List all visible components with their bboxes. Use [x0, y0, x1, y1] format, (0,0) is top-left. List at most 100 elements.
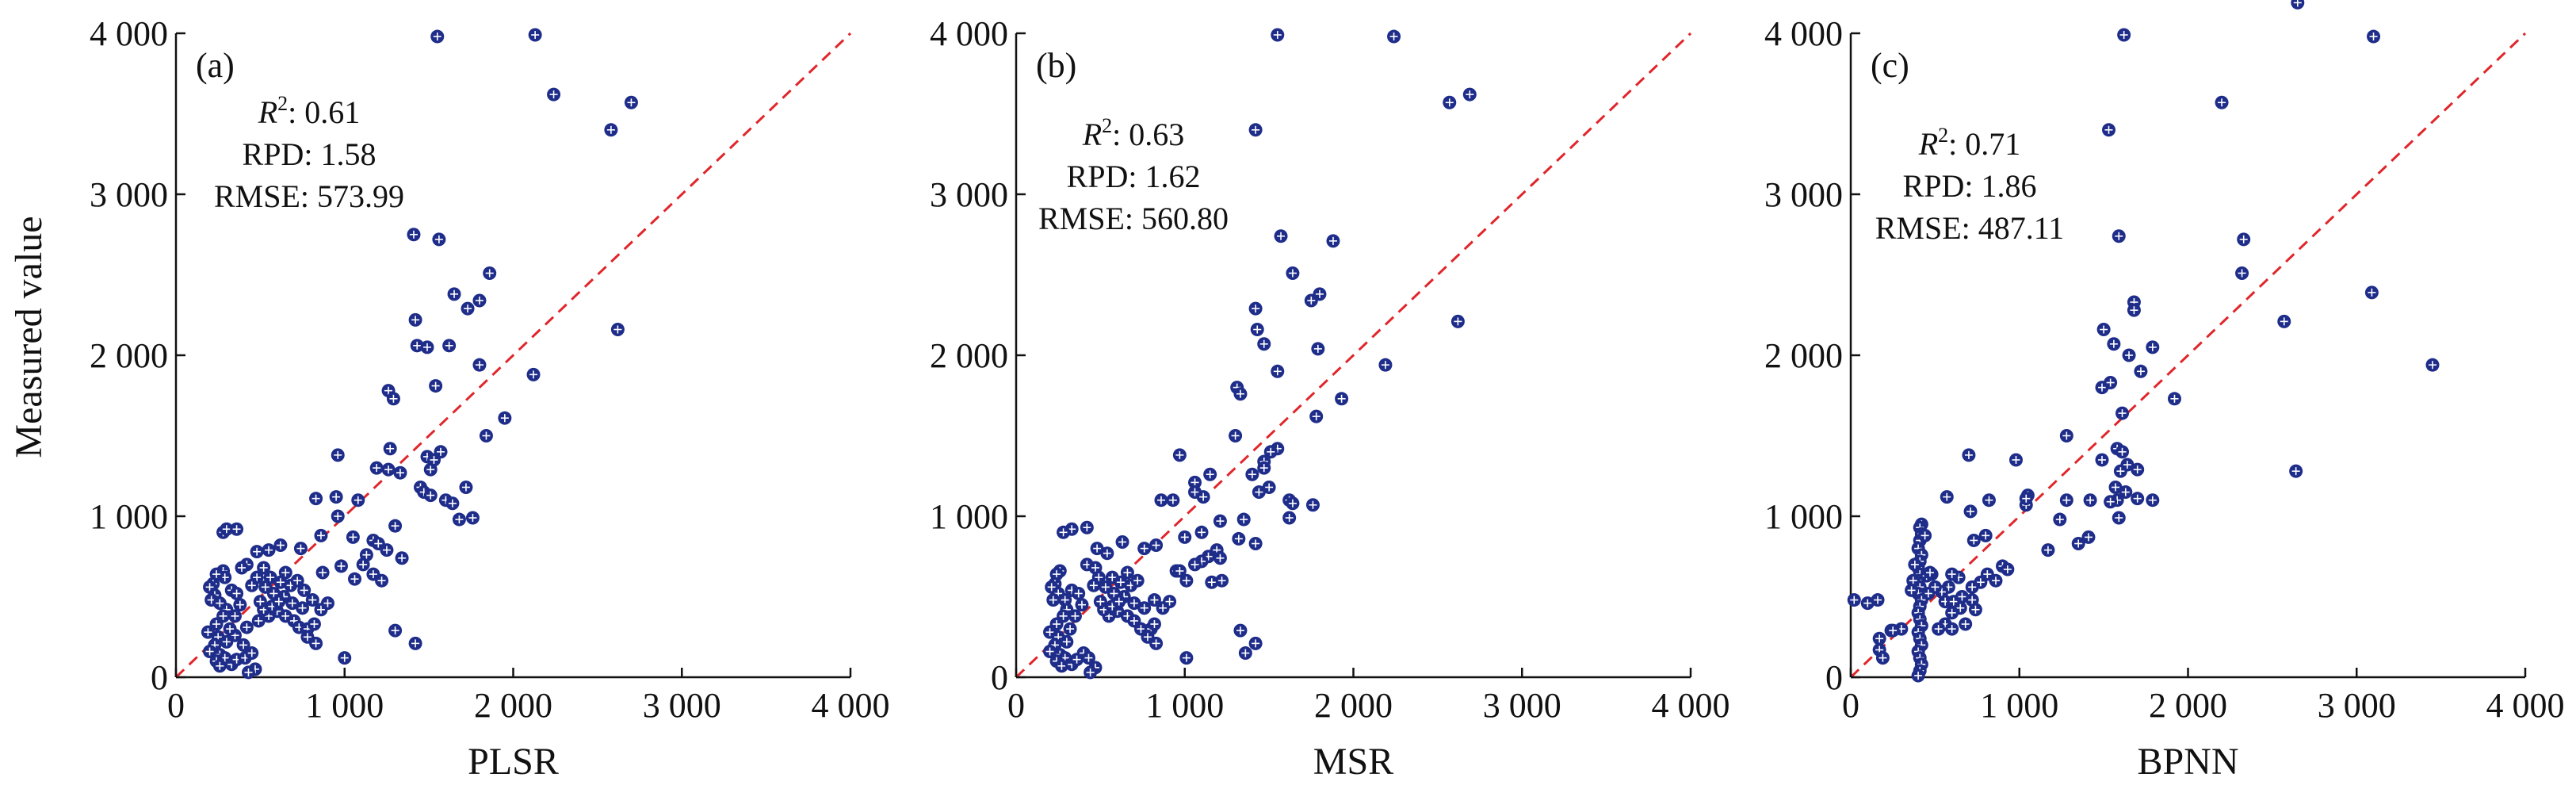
data-point — [1147, 617, 1161, 631]
data-point — [1179, 573, 1194, 588]
data-points — [1847, 0, 2440, 683]
data-point — [472, 293, 487, 308]
data-point — [2104, 495, 2118, 509]
data-point — [2237, 232, 2251, 247]
data-point — [2115, 406, 2130, 420]
data-point — [2131, 492, 2145, 506]
data-point — [1137, 542, 1152, 556]
data-point — [2107, 337, 2121, 351]
data-point — [290, 573, 304, 588]
data-point — [239, 620, 254, 634]
stat-rpd: RPD: 1.86 — [1903, 168, 2037, 204]
data-point — [314, 528, 328, 542]
data-point — [1968, 603, 1982, 617]
y-tick-label: 1 000 — [90, 497, 168, 536]
data-point — [1872, 631, 1886, 646]
data-point — [461, 301, 475, 316]
y-tick-label: 0 — [991, 658, 1008, 697]
data-point — [1238, 646, 1252, 661]
data-point — [251, 614, 266, 628]
data-point — [346, 530, 360, 544]
data-point — [309, 492, 323, 506]
data-point — [272, 595, 286, 609]
data-point — [1860, 596, 1875, 611]
data-point — [528, 28, 542, 42]
data-point — [351, 493, 365, 508]
data-point — [375, 573, 389, 588]
stat-rmse: RMSE: 573.99 — [214, 178, 404, 214]
data-point — [1245, 467, 1259, 481]
data-point — [1905, 583, 1919, 597]
data-point — [1262, 480, 1276, 494]
data-point — [253, 595, 267, 609]
data-point — [2146, 340, 2160, 354]
data-point — [1923, 565, 1937, 580]
stat-r2: R2: 0.61 — [258, 92, 361, 130]
data-point — [1149, 538, 1164, 553]
data-point — [1215, 573, 1229, 588]
data-point — [309, 636, 323, 650]
data-point — [1989, 573, 2003, 588]
y-axis-title: Measured value — [8, 216, 50, 458]
data-point — [2291, 0, 2305, 10]
panel-a: 0 1 000 2 000 3 000 4 000 0 1 000 2 000 … — [90, 14, 890, 783]
x-tick-label: 0 — [167, 686, 185, 725]
data-point — [334, 559, 348, 573]
reference-line — [1849, 32, 2527, 679]
data-point — [250, 545, 264, 559]
data-point — [1378, 358, 1393, 372]
data-point — [1450, 314, 1465, 328]
data-point — [393, 465, 407, 480]
stat-r2-value: : 0.71 — [1948, 126, 2020, 162]
data-point — [1178, 530, 1192, 544]
data-point — [297, 583, 311, 597]
data-point — [1172, 448, 1187, 462]
data-point — [547, 87, 561, 102]
data-point — [331, 448, 345, 462]
data-point — [465, 511, 480, 525]
data-point — [1443, 95, 1457, 109]
data-point — [1263, 445, 1278, 459]
data-point — [395, 551, 409, 565]
data-point — [230, 586, 244, 600]
y-tick-label: 2 000 — [930, 336, 1008, 375]
data-point — [1305, 498, 1320, 512]
data-point — [230, 522, 244, 536]
data-point — [1326, 234, 1340, 248]
x-tick-label: 2 000 — [1314, 686, 1393, 725]
data-point — [1188, 475, 1202, 489]
panel-label: (b) — [1036, 46, 1076, 85]
data-point — [1166, 493, 1180, 508]
x-tick-label: 3 000 — [2318, 686, 2396, 725]
data-point — [1271, 28, 1285, 42]
data-point — [1179, 651, 1194, 665]
data-point — [1081, 651, 1095, 665]
data-point — [1057, 525, 1071, 539]
data-point — [604, 123, 618, 137]
data-point — [241, 665, 255, 680]
data-point — [1147, 593, 1161, 607]
data-point — [1203, 467, 1217, 481]
data-point — [273, 538, 288, 553]
data-point — [2115, 445, 2130, 459]
data-point — [1311, 342, 1325, 356]
data-point — [356, 557, 370, 572]
data-point — [278, 565, 292, 580]
data-point — [212, 659, 227, 673]
data-point — [201, 625, 215, 639]
data-point — [1309, 409, 1324, 423]
stat-r2: R2: 0.63 — [1082, 114, 1185, 152]
data-point — [1982, 493, 1996, 508]
y-tick-label: 2 000 — [90, 336, 168, 375]
data-point — [1084, 665, 1098, 680]
data-point — [1205, 575, 1219, 589]
data-point — [369, 461, 384, 475]
data-point — [1252, 485, 1266, 500]
data-point — [1060, 634, 1074, 649]
data-point — [2083, 493, 2097, 508]
data-point — [420, 340, 434, 354]
data-point — [1908, 557, 1922, 572]
data-point — [1068, 609, 1082, 623]
data-point — [472, 358, 487, 372]
data-point — [1072, 586, 1086, 600]
